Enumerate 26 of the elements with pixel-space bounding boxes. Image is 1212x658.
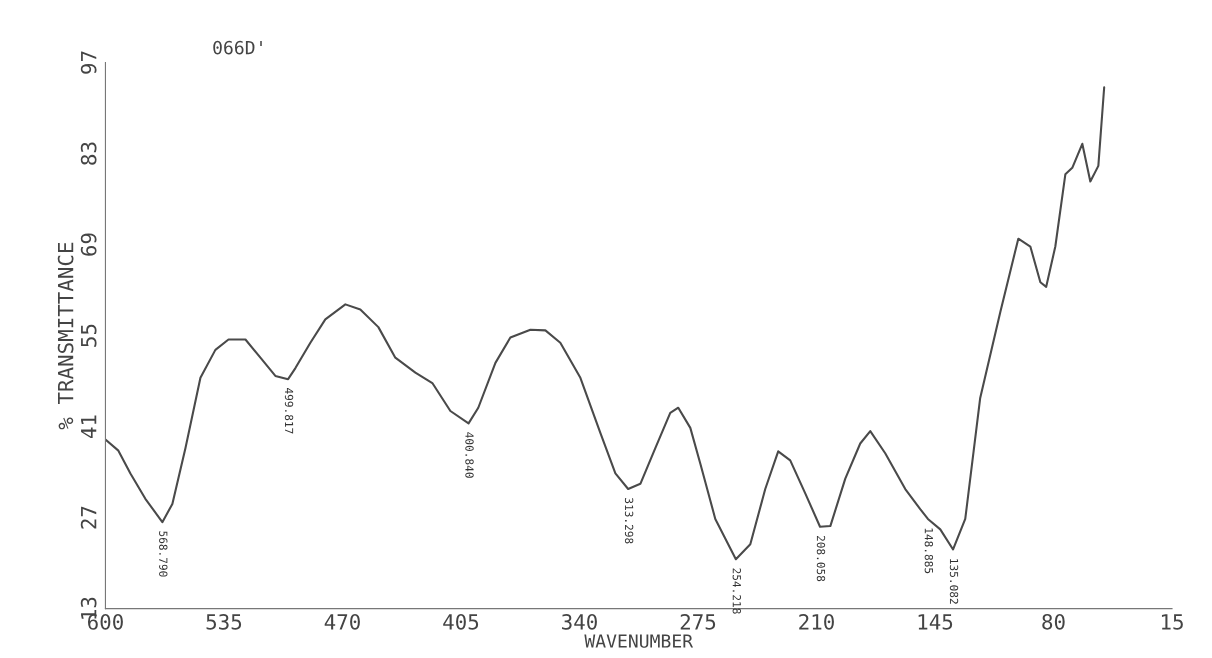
x-tick-label: 210: [799, 613, 834, 630]
y-tick-label: 27: [80, 506, 97, 529]
annotation: 135.082: [949, 559, 959, 604]
x-tick-label: 470: [324, 613, 360, 630]
x-tick-label: 80: [1042, 613, 1065, 630]
x-tick-label: 275: [680, 613, 716, 630]
x-tick-label: 405: [443, 613, 479, 630]
annotation: 400.840: [465, 432, 474, 478]
x-tick-label: 340: [562, 613, 597, 630]
annotation: 254.218: [732, 568, 742, 614]
annotation: 148.885: [924, 528, 934, 574]
x-tick-label: 535: [206, 613, 242, 630]
x-axis-title: WAVENUMBER: [584, 634, 694, 648]
y-tick-label: 97: [80, 51, 97, 74]
annotation: 568.790: [159, 531, 168, 577]
y-tick-label: 69: [80, 233, 97, 256]
y-tick-label: 41: [81, 415, 97, 439]
annotation: 313.298: [624, 498, 634, 544]
x-tick-label: 15: [1161, 614, 1183, 630]
y-axis-title: % TRANSMITTANCE: [57, 242, 74, 430]
y-tick-label: 83: [80, 142, 97, 165]
annotation: 208.058: [816, 535, 826, 582]
x-tick-label: 145: [918, 614, 953, 630]
chart-title: 066D': [213, 40, 262, 55]
y-tick-label: 55: [81, 324, 97, 347]
annotation: 499.817: [284, 388, 294, 434]
